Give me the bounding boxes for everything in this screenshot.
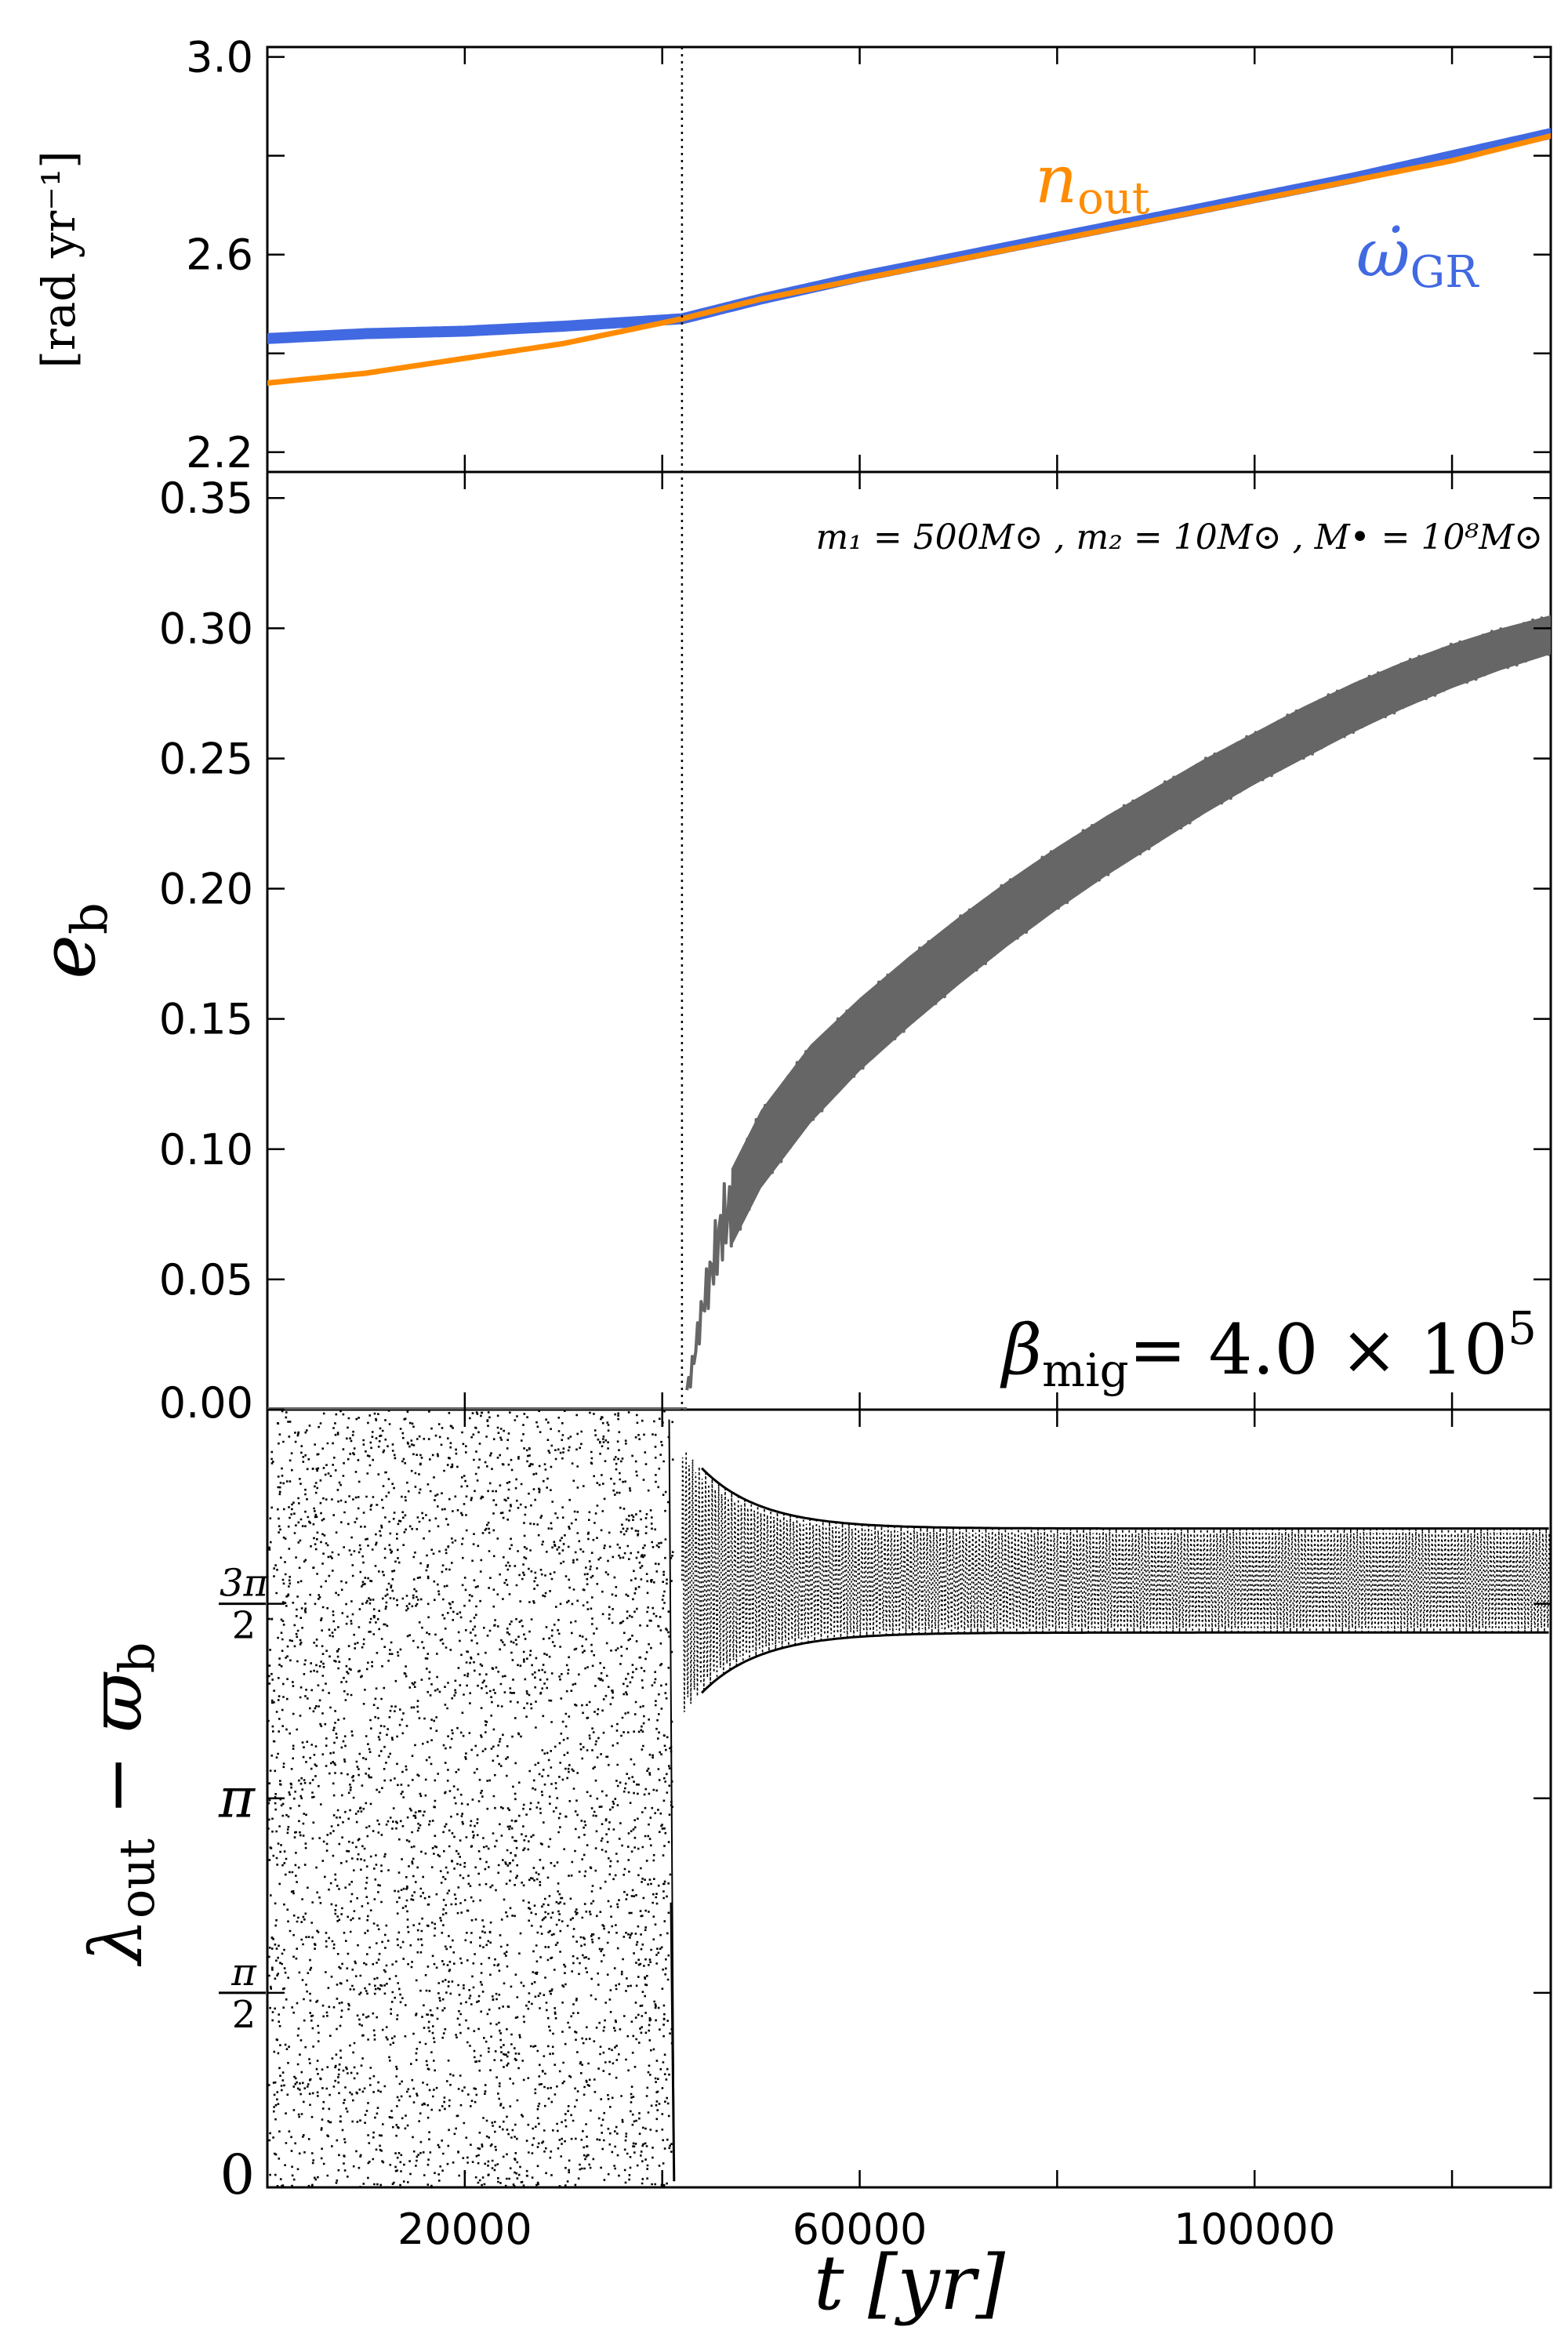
series-label-n-out: nout <box>1035 141 1150 224</box>
y-tick-label: 0.15 <box>159 995 253 1044</box>
annotation-masses: m₁ = 500M⊙ , m₂ = 10M⊙ , M• = 10⁸M⊙ <box>815 517 1543 557</box>
y-tick-label-pi-half: π2 <box>219 1951 266 2037</box>
middle-panel-series <box>267 615 1551 1410</box>
y-tick-label: 0.00 <box>159 1378 253 1428</box>
y-tick-label: 0.30 <box>159 604 253 653</box>
y-tick-label: 0.25 <box>159 734 253 783</box>
y-tick-label: 0.35 <box>159 474 253 523</box>
bottom-ylabel: λout − ϖb <box>74 1642 165 1968</box>
middle-panel-frame <box>266 470 1552 1411</box>
bottom-panel-series <box>267 1410 1551 2187</box>
top-ylabel: [rad yr⁻¹] <box>32 151 85 368</box>
svg-text:3π: 3π <box>220 1562 270 1606</box>
svg-text:π: π <box>230 1951 257 1994</box>
svg-text:2: 2 <box>232 1993 256 2037</box>
librating-envelope <box>701 1467 1549 1530</box>
middle-ylabel: eb <box>24 902 119 979</box>
transition-line-2 <box>670 1902 676 2182</box>
y-tick-label: 2.6 <box>186 230 253 280</box>
librating-points <box>681 1451 1551 1712</box>
eb-oscillation <box>685 616 1551 1391</box>
y-tick-label: 0.20 <box>159 865 253 914</box>
x-axis-label: t [yr] <box>814 2239 1006 2327</box>
y-tick-label: 0.10 <box>159 1125 253 1174</box>
top-panel-series <box>267 128 1551 387</box>
series-label-omega-gr: ω̇GR <box>1356 215 1479 298</box>
x-tick-label: 60000 <box>793 2205 927 2254</box>
x-tick-label: 100000 <box>1174 2205 1335 2254</box>
svg-text:2: 2 <box>232 1604 256 1648</box>
y-tick-label-pi: π <box>218 1766 256 1831</box>
circulating-points <box>267 1410 674 2187</box>
y-tick-label-zero: 0 <box>220 2143 255 2207</box>
librating-envelope <box>701 1631 1549 1694</box>
y-tick-label: 0.05 <box>159 1255 253 1305</box>
x-tick-label: 20000 <box>397 2205 532 2254</box>
annotation-beta-mig: βmig= 4.0 × 105 <box>1000 1301 1537 1397</box>
axis-ticks: 20000 60000 100000 2.2 2.6 3.0 0.00 0.05 0.10 0.1… <box>159 33 1551 2254</box>
y-tick-label: 3.0 <box>186 33 253 82</box>
series-line-n_out <box>267 132 1551 387</box>
eb-envelope <box>731 615 1551 1247</box>
y-tick-label: 2.2 <box>186 428 253 477</box>
y-tick-label-three-pi-half: 3π2 <box>219 1562 269 1648</box>
